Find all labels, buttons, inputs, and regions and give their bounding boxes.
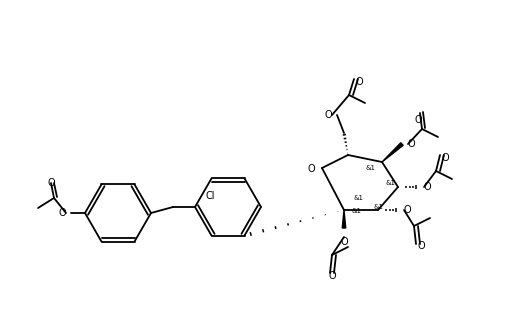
Text: O: O: [58, 208, 66, 218]
Text: O: O: [325, 110, 332, 120]
Text: O: O: [356, 77, 364, 87]
Text: &1: &1: [351, 208, 361, 214]
Text: &1: &1: [353, 195, 363, 201]
Polygon shape: [382, 143, 403, 162]
Text: O: O: [418, 241, 426, 251]
Text: &1: &1: [385, 180, 395, 186]
Text: O: O: [414, 115, 422, 125]
Text: O: O: [328, 271, 336, 281]
Polygon shape: [342, 210, 346, 228]
Text: O: O: [307, 164, 315, 174]
Text: O: O: [340, 237, 348, 247]
Text: O: O: [408, 139, 416, 149]
Text: O: O: [442, 153, 450, 163]
Text: &1: &1: [374, 204, 384, 210]
Text: O: O: [404, 205, 412, 215]
Text: O: O: [47, 178, 55, 188]
Text: Cl: Cl: [206, 191, 215, 201]
Text: O: O: [424, 182, 432, 192]
Text: &1: &1: [365, 165, 375, 171]
